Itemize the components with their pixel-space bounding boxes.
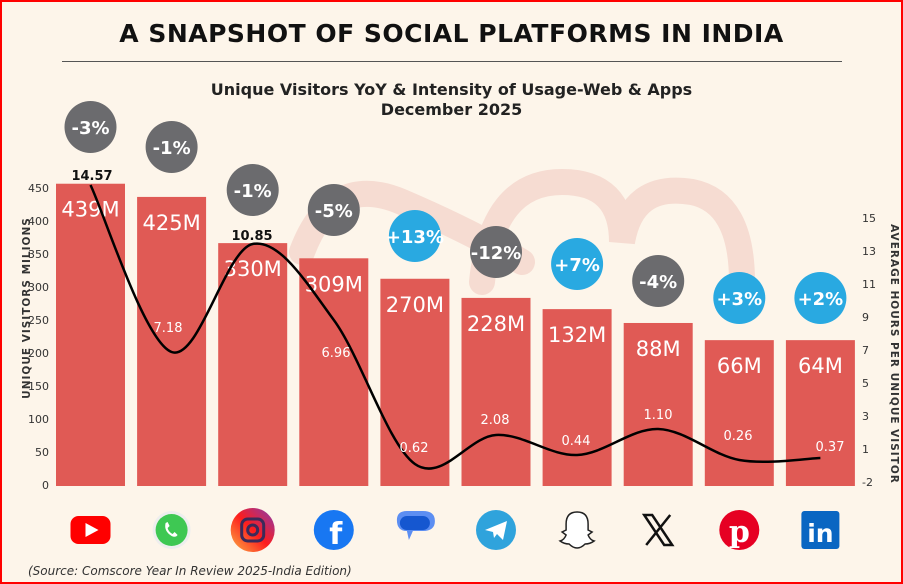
y-tick-label: 50: [35, 446, 49, 459]
source-note: (Source: Comscore Year In Review 2025-In…: [28, 564, 352, 578]
hours-value-label: 14.57: [71, 169, 112, 184]
y-tick-label: 250: [28, 314, 49, 327]
hours-line: [89, 184, 821, 470]
hours-value-label: 1.10: [644, 408, 673, 423]
y2-tick-label: 9: [862, 311, 869, 324]
y2-tick-label: 15: [862, 212, 876, 225]
yoy-badge: [307, 184, 360, 236]
yoy-badge: [794, 272, 847, 324]
yoy-badge: [388, 210, 441, 262]
y2-tick-label: -2: [862, 476, 873, 489]
svg-text:in: in: [807, 519, 833, 548]
bar-snapchat: [542, 309, 612, 486]
hours-value-label: 0.26: [724, 429, 753, 444]
x-icon: [641, 513, 675, 547]
yoy-badge: [64, 101, 117, 153]
yoy-badge-label: +2%: [798, 289, 844, 310]
bar-value-label: 228M: [467, 312, 525, 336]
yoy-badge: [632, 255, 685, 307]
bar-value-label: 132M: [548, 323, 606, 347]
bar-telegram: [461, 297, 531, 486]
yoy-badge: [145, 121, 198, 173]
bar-youtube: [56, 183, 125, 486]
yoy-badge: [470, 226, 522, 278]
y-tick-label: 300: [28, 281, 49, 294]
y2-tick-label: 7: [862, 344, 869, 357]
bar-facebook: [299, 258, 369, 486]
snapchat-icon: [558, 511, 596, 549]
y2-tick-label: 5: [862, 377, 869, 390]
hours-value-label: 7.18: [154, 321, 183, 336]
bar-whatsapp: [137, 196, 207, 487]
bar-value-label: 66M: [717, 354, 762, 378]
instagram-icon: [230, 508, 275, 552]
y-tick-label: 350: [28, 248, 49, 261]
hours-value-label: 2.08: [481, 413, 510, 428]
facebook-icon: f: [313, 510, 354, 552]
y-tick-label: 400: [28, 215, 49, 228]
telegram-icon: [476, 510, 516, 550]
bar-value-label: 330M: [224, 257, 282, 281]
yoy-badge: [713, 272, 766, 324]
linkedin-icon: in: [801, 511, 840, 549]
chart-period: December 2025: [380, 100, 523, 119]
yoy-badge-label: -1%: [153, 138, 191, 159]
bar-value-label: 270M: [386, 293, 444, 317]
y-tick-label: 100: [28, 413, 49, 426]
y2-tick-label: 3: [862, 410, 869, 423]
hours-value-label: 6.96: [322, 346, 351, 361]
chart-title: A SNAPSHOT OF SOCIAL PLATFORMS IN INDIA: [119, 19, 784, 48]
hours-value-label: 10.85: [231, 229, 272, 244]
chart-subtitle: Unique Visitors YoY & Intensity of Usage…: [210, 80, 693, 99]
bar-value-label: 88M: [636, 337, 681, 361]
bar-linkedin: [785, 340, 855, 486]
google-messages-icon: [396, 511, 435, 540]
svg-text:f: f: [329, 517, 343, 552]
bar-x: [623, 322, 693, 486]
y2-tick-label: 11: [862, 278, 876, 291]
yoy-badge-label: -4%: [639, 272, 677, 293]
y-tick-label: 450: [28, 182, 49, 195]
yoy-badge-label: -3%: [71, 118, 109, 139]
yoy-badge: [226, 164, 279, 216]
yoy-badge-label: +7%: [554, 255, 600, 276]
yoy-badge-label: -5%: [315, 201, 353, 222]
y2-axis-label: AVERAGE HOURS PER UNIQUE VISITOR: [887, 224, 900, 484]
bar-value-label: 425M: [142, 211, 200, 235]
title-divider: [62, 61, 842, 62]
hours-value-label: 0.44: [562, 434, 591, 449]
yoy-badge-label: +3%: [716, 289, 762, 310]
y-tick-label: 0: [42, 479, 49, 492]
hours-value-label: 0.62: [400, 441, 429, 456]
bar-instagram: [218, 243, 288, 486]
yoy-badge-label: -1%: [234, 181, 272, 202]
y-axis-label: UNIQUE VISITORS MILIONS: [20, 217, 33, 399]
svg-text:p: p: [729, 515, 750, 550]
y2-tick-label: 13: [862, 245, 876, 258]
bar-value-label: 64M: [798, 354, 843, 378]
bar-value-label: 439M: [61, 198, 119, 222]
y-tick-label: 150: [28, 380, 49, 393]
hours-value-label: 0.37: [816, 440, 845, 455]
yoy-badge-label: +13%: [386, 227, 444, 248]
yoy-badge: [551, 238, 604, 290]
y2-tick-label: 1: [862, 443, 869, 456]
y-tick-label: 200: [28, 347, 49, 360]
bar-google-messages: [380, 278, 450, 486]
pinterest-icon: p: [719, 510, 760, 550]
whatsapp-icon: [152, 511, 191, 549]
youtube-icon: [70, 516, 111, 544]
yoy-badge-label: -12%: [471, 243, 522, 264]
